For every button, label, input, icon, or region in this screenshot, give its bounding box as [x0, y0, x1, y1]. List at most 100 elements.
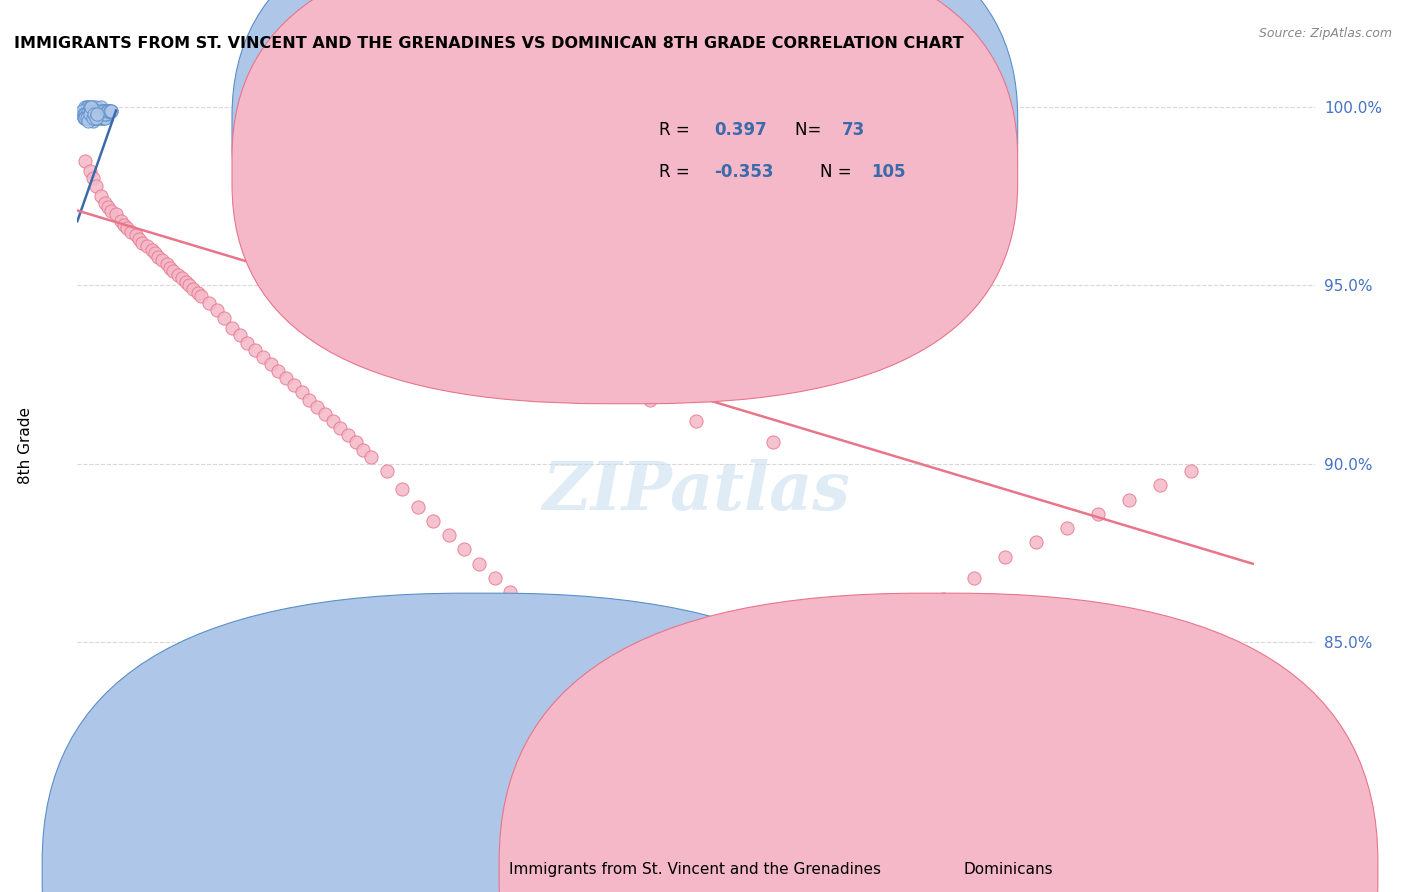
Point	[1025, 535, 1047, 549]
Point	[669, 385, 692, 400]
Point	[87, 111, 110, 125]
Point	[484, 285, 506, 300]
Point	[90, 103, 111, 118]
Point	[75, 100, 96, 114]
Point	[360, 260, 382, 275]
Point	[337, 428, 360, 442]
Point	[685, 414, 707, 428]
Point	[86, 111, 108, 125]
Point	[75, 111, 96, 125]
Point	[91, 111, 114, 125]
Point	[96, 107, 118, 121]
Point	[654, 728, 676, 742]
Point	[82, 114, 104, 128]
Point	[98, 103, 121, 118]
Point	[90, 100, 111, 114]
Point	[291, 385, 314, 400]
Point	[86, 103, 108, 118]
Point	[75, 111, 96, 125]
Point	[252, 350, 274, 364]
Point	[901, 607, 924, 621]
Point	[276, 371, 298, 385]
Point	[91, 103, 114, 118]
Point	[1149, 478, 1171, 492]
Point	[963, 571, 986, 585]
Point	[453, 542, 475, 557]
Point	[260, 357, 283, 371]
Point	[72, 111, 94, 125]
Point	[329, 207, 352, 221]
Point	[84, 107, 107, 121]
Point	[90, 111, 111, 125]
Point	[100, 103, 122, 118]
Point	[79, 164, 101, 178]
Point	[86, 103, 108, 118]
Point	[530, 614, 553, 628]
Point	[546, 628, 568, 642]
Point	[80, 103, 103, 118]
Point	[375, 464, 398, 478]
Point	[778, 714, 800, 728]
Point	[453, 307, 475, 321]
Point	[136, 239, 159, 253]
Point	[87, 107, 110, 121]
Point	[870, 628, 893, 642]
Point	[468, 557, 491, 571]
Point	[84, 100, 107, 114]
Text: 0.397: 0.397	[714, 121, 768, 139]
Point	[360, 450, 382, 464]
Point	[344, 435, 367, 450]
Point	[84, 111, 107, 125]
Point	[115, 221, 138, 235]
Point	[93, 103, 115, 118]
Point	[422, 514, 444, 528]
Point	[592, 371, 614, 385]
Point	[638, 392, 661, 407]
Point	[131, 235, 153, 250]
Point	[198, 296, 221, 310]
Point	[90, 107, 111, 121]
Point	[82, 111, 104, 125]
Point	[576, 657, 599, 671]
Text: 105: 105	[872, 163, 905, 181]
Point	[747, 814, 769, 828]
Point	[100, 103, 122, 118]
Point	[94, 107, 117, 121]
Point	[174, 275, 197, 289]
Point	[75, 153, 96, 168]
Point	[93, 103, 115, 118]
Point	[82, 100, 104, 114]
Point	[172, 271, 194, 285]
Point	[561, 642, 583, 657]
Point	[283, 378, 305, 392]
Point	[84, 111, 107, 125]
Point	[143, 246, 166, 260]
Point	[607, 685, 630, 699]
Point	[84, 178, 107, 193]
Point	[808, 685, 831, 699]
Point	[112, 218, 135, 232]
Point	[125, 228, 148, 243]
Point	[72, 103, 94, 118]
Text: 73: 73	[842, 121, 865, 139]
Point	[121, 225, 143, 239]
Text: N=: N=	[794, 121, 827, 139]
Point	[623, 699, 645, 714]
Point	[100, 203, 122, 218]
Point	[76, 103, 98, 118]
Point	[298, 189, 321, 203]
Point	[76, 107, 98, 121]
Point	[406, 285, 429, 300]
Point	[352, 442, 374, 457]
Point	[839, 657, 862, 671]
Point	[80, 100, 103, 114]
Text: R =: R =	[659, 163, 695, 181]
Point	[236, 335, 259, 350]
Point	[391, 235, 413, 250]
Point	[685, 756, 707, 771]
Point	[98, 103, 121, 118]
Point	[762, 435, 785, 450]
Point	[669, 742, 692, 756]
Point	[638, 714, 661, 728]
FancyBboxPatch shape	[232, 0, 1018, 404]
